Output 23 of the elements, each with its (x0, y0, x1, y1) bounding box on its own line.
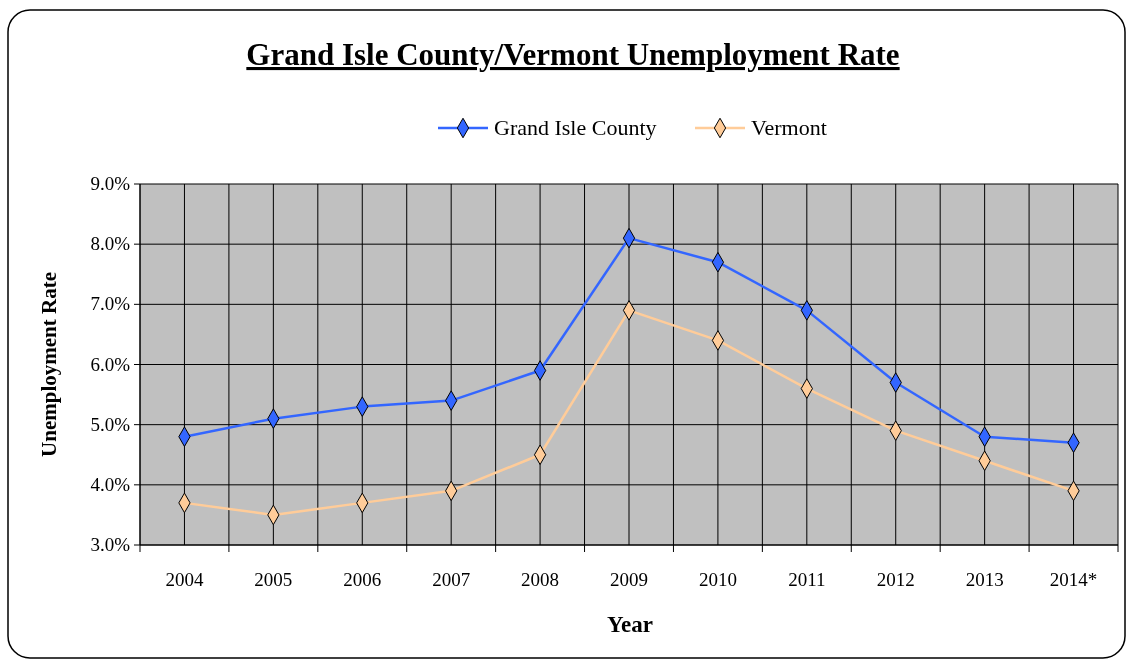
x-tick-label: 2011 (788, 569, 826, 590)
y-tick-label: 8.0% (90, 233, 131, 255)
x-tick-label: 2012 (876, 569, 915, 590)
x-tick-label: 2013 (965, 569, 1004, 590)
legend-label: Grand Isle County (494, 115, 657, 140)
x-tick-label: 2004 (165, 569, 204, 590)
x-axis-title: Year (607, 612, 653, 637)
x-tick-label: 2010 (698, 569, 737, 590)
x-tick-label: 2014* (1049, 569, 1098, 590)
y-tick-label: 4.0% (90, 473, 131, 495)
x-tick-label: 2007 (432, 569, 471, 590)
legend-label: Vermont (751, 115, 827, 140)
x-tick-label: 2009 (610, 569, 648, 590)
y-tick-label: 5.0% (90, 413, 131, 435)
y-tick-label: 9.0% (90, 173, 131, 194)
x-tick-label: 2006 (343, 569, 382, 590)
x-tick-label: 2008 (521, 569, 560, 590)
y-tick-label: 6.0% (90, 353, 131, 375)
chart-title: Grand Isle County/Vermont Unemployment Rate (246, 37, 900, 72)
y-tick-label: 7.0% (90, 293, 131, 315)
y-tick-label: 3.0% (90, 534, 131, 555)
y-axis-title: Unemployment Rate (37, 272, 61, 457)
x-tick-label: 2005 (254, 569, 293, 590)
